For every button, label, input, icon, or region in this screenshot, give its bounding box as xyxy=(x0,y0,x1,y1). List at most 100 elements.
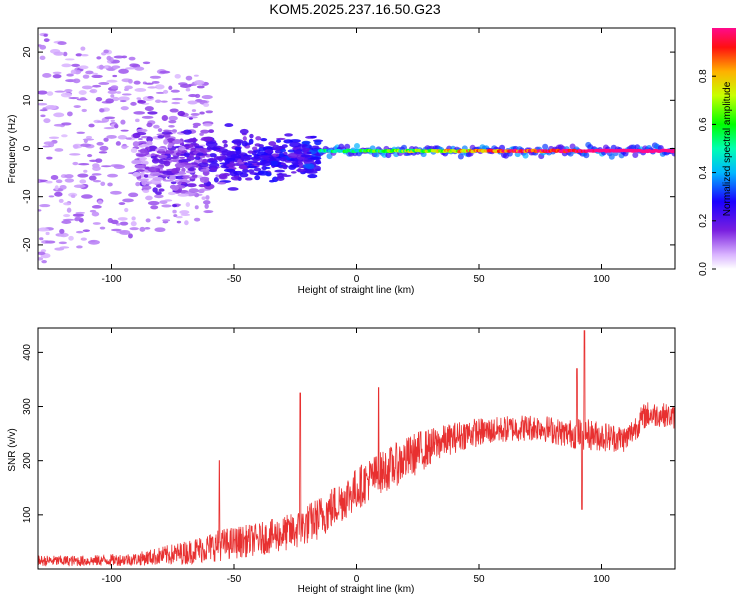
spectrogram-cell xyxy=(132,171,141,177)
colorbar-tick-label: 0.6 xyxy=(698,117,709,131)
spectrogram-cell xyxy=(89,88,98,94)
spectrogram-cell xyxy=(238,165,250,170)
spectrogram-cell xyxy=(120,106,129,111)
spectrogram-cell xyxy=(38,227,49,232)
spectrogram-cell xyxy=(135,118,140,123)
spectrogram-cell xyxy=(128,56,136,61)
spectrogram-cell xyxy=(171,101,181,105)
spectrogram-cell xyxy=(45,231,50,236)
spectrogram-cell xyxy=(290,164,300,168)
spectrogram-cell xyxy=(74,216,82,220)
spectrogram-cell xyxy=(233,170,244,175)
spectrogram-cell xyxy=(38,257,44,261)
spectrogram-cell xyxy=(145,218,151,223)
spectrogram-cell xyxy=(178,146,186,151)
spectrogram-cell xyxy=(42,145,52,148)
spectrogram-cell xyxy=(136,131,147,136)
colorbar-label: Normalized spectral amplitude xyxy=(722,81,733,216)
spectrogram-cell xyxy=(46,91,54,96)
spectrogram-cell xyxy=(314,140,322,146)
spectrogram-cell xyxy=(306,151,312,154)
spectrogram-cell xyxy=(104,116,116,120)
spectrogram-cell xyxy=(146,136,153,143)
spectrogram-cell xyxy=(271,153,280,158)
spectrogram-cell xyxy=(522,152,529,159)
spectrogram-cell xyxy=(116,91,122,94)
spectrogram-cell xyxy=(283,139,294,144)
spectrogram-cell xyxy=(240,156,252,161)
spectrogram-cell xyxy=(92,165,101,171)
spectrogram-cell xyxy=(96,141,104,146)
spectrogram-cell xyxy=(209,153,217,158)
spectrogram-cell xyxy=(105,98,114,104)
spectrogram-cell xyxy=(176,220,182,224)
spectrogram-cell xyxy=(310,135,317,139)
spectrogram-cell xyxy=(242,136,247,142)
spectrogram-cell xyxy=(73,144,79,149)
spectrogram-cell xyxy=(61,134,68,138)
spectrogram-cell xyxy=(315,159,321,165)
spectrogram-cell xyxy=(267,148,272,155)
spectrogram-cell xyxy=(64,58,75,61)
spectrogram-cell xyxy=(401,144,408,151)
spectrogram-cell xyxy=(199,111,205,115)
spectrogram-cell xyxy=(247,169,255,174)
spectrogram-cell xyxy=(78,90,87,95)
spectrogram-cell xyxy=(78,65,89,70)
spectrogram-x-tick-label: 0 xyxy=(354,274,360,285)
spectrogram-y-tick-label: 20 xyxy=(22,46,33,58)
spectrogram-cell xyxy=(73,105,81,108)
spectrogram-cell xyxy=(170,89,180,93)
spectrogram-cell xyxy=(136,128,148,133)
spectrogram-cell xyxy=(223,143,228,148)
snr-x-tick-label: -50 xyxy=(227,574,242,585)
snr-y-tick-label: 100 xyxy=(22,506,33,523)
spectrogram-cell xyxy=(265,172,272,177)
spectrogram-cell xyxy=(171,129,178,133)
spectrogram-cell xyxy=(98,82,110,85)
spectrogram-cell xyxy=(63,214,71,218)
spectrogram-cell xyxy=(188,94,198,98)
spectrogram-cell xyxy=(159,70,171,74)
spectrogram-cell xyxy=(188,117,193,120)
spectrogram-cell xyxy=(79,179,87,184)
spectrogram-cell xyxy=(177,170,185,174)
spectrogram-cell xyxy=(38,102,48,106)
spectrogram-cell xyxy=(147,96,154,99)
spectrogram-cell xyxy=(230,153,241,159)
spectrogram-cell xyxy=(43,38,50,43)
spectrogram-cell xyxy=(291,160,300,165)
spectrogram-cell xyxy=(205,141,218,147)
spectrogram-cell xyxy=(92,84,102,88)
spectrogram-cell xyxy=(201,95,213,100)
spectrogram-cell xyxy=(217,181,227,185)
spectrogram-cell xyxy=(158,148,165,152)
spectrogram-cell xyxy=(162,219,171,222)
spectrogram-cell xyxy=(141,115,154,119)
spectrogram-cell xyxy=(167,143,173,149)
spectrogram-cell xyxy=(216,156,228,161)
spectrogram-cell xyxy=(174,175,186,180)
spectrogram-cell xyxy=(87,154,93,158)
spectrogram-cell xyxy=(146,122,153,128)
spectrogram-cell xyxy=(76,131,86,134)
spectrogram-cell xyxy=(155,191,162,195)
spectrogram-cell xyxy=(52,74,62,79)
spectrogram-cell xyxy=(38,90,48,95)
spectrogram-cell xyxy=(260,160,272,167)
spectrogram-cell xyxy=(147,111,158,115)
spectrogram-cell xyxy=(142,189,150,194)
spectrogram-cell xyxy=(45,180,53,184)
spectrogram-cell xyxy=(188,188,199,193)
spectrogram-cell xyxy=(281,174,292,177)
spectrogram-cell xyxy=(85,70,94,75)
spectrogram-cell xyxy=(300,154,311,158)
spectrogram-cell xyxy=(150,205,159,210)
spectrogram-cell xyxy=(91,205,102,209)
spectrogram-cell xyxy=(99,108,105,113)
spectrogram-cell xyxy=(40,249,47,253)
spectrogram-cell xyxy=(54,90,66,93)
spectrogram-cell xyxy=(144,82,154,85)
spectrogram-cell xyxy=(61,63,72,68)
spectrogram-cell xyxy=(103,49,109,54)
